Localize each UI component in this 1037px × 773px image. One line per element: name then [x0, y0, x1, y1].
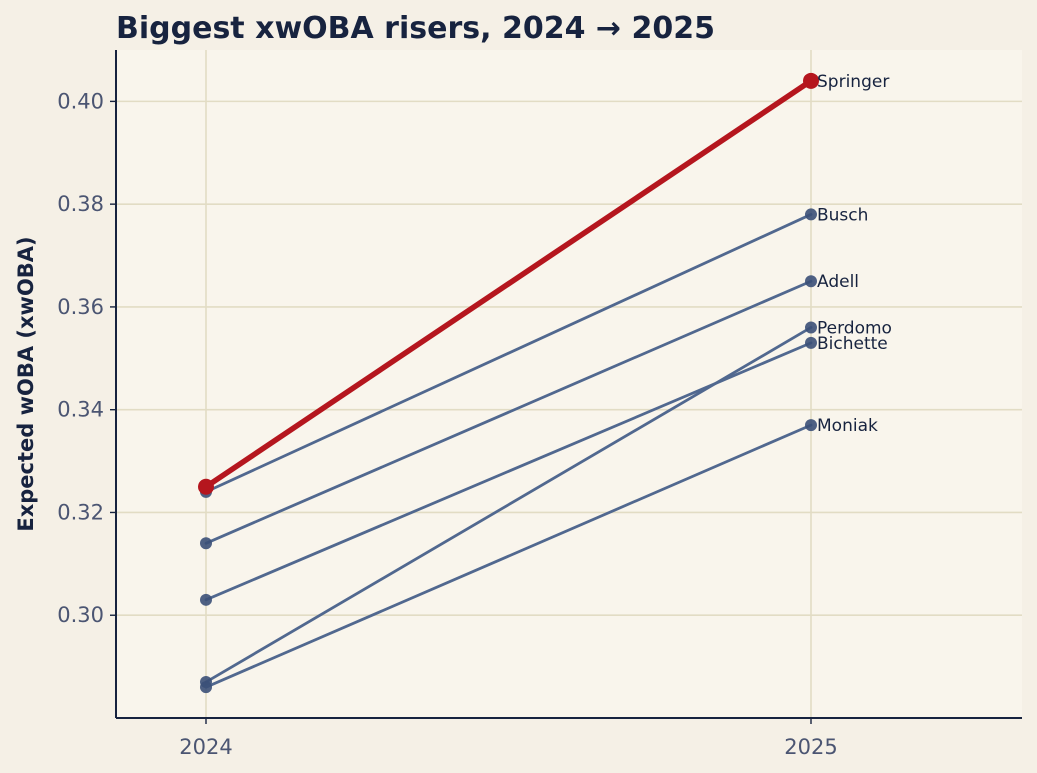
series-point-moniak-2025 [805, 419, 817, 432]
series-point-busch-2025 [805, 208, 817, 221]
series-point-adell-2024 [200, 537, 212, 550]
plot-background [116, 50, 1022, 718]
y-tick-label: 0.36 [57, 295, 104, 319]
end-label-perdomo: Perdomo [817, 318, 892, 338]
series-line-adell [204, 279, 813, 545]
series-point-perdomo-2025 [805, 321, 817, 334]
series-line-moniak [204, 423, 813, 689]
end-label-busch: Busch [817, 205, 868, 225]
axis-layer: 0.30 0.32 0.34 0.36 0.38 0.40 2024 2025 [57, 50, 1022, 759]
y-tick-label: 0.38 [57, 192, 104, 216]
grid-layer [116, 50, 1022, 718]
series-line-bichette [204, 341, 813, 602]
series-line-busch [204, 213, 813, 494]
y-tick-label: 0.30 [57, 603, 104, 627]
series-point-springer-2024 [198, 478, 214, 495]
end-label-bichette: Bichette [817, 334, 888, 354]
y-axis-label: Expected wOBA (xwOBA) [14, 236, 38, 531]
series-layer [198, 72, 819, 694]
end-label-moniak: Moniak [817, 416, 878, 436]
chart-title: Biggest xwOBA risers, 2024 → 2025 [116, 11, 715, 46]
series-point-springer-2025 [803, 72, 819, 89]
x-tick-label: 2025 [784, 735, 837, 759]
y-tick-label: 0.40 [57, 89, 104, 113]
series-line-springer [203, 78, 814, 490]
y-tick-label: 0.32 [57, 500, 104, 524]
series-point-adell-2025 [805, 275, 817, 288]
series-point-bichette-2025 [805, 336, 817, 349]
series-point-moniak-2024 [200, 681, 212, 694]
y-tick-label: 0.34 [57, 398, 104, 422]
x-tick-label: 2024 [179, 735, 232, 759]
end-label-springer: Springer [817, 72, 889, 92]
series-point-bichette-2024 [200, 593, 212, 606]
end-label-adell: Adell [817, 272, 859, 292]
